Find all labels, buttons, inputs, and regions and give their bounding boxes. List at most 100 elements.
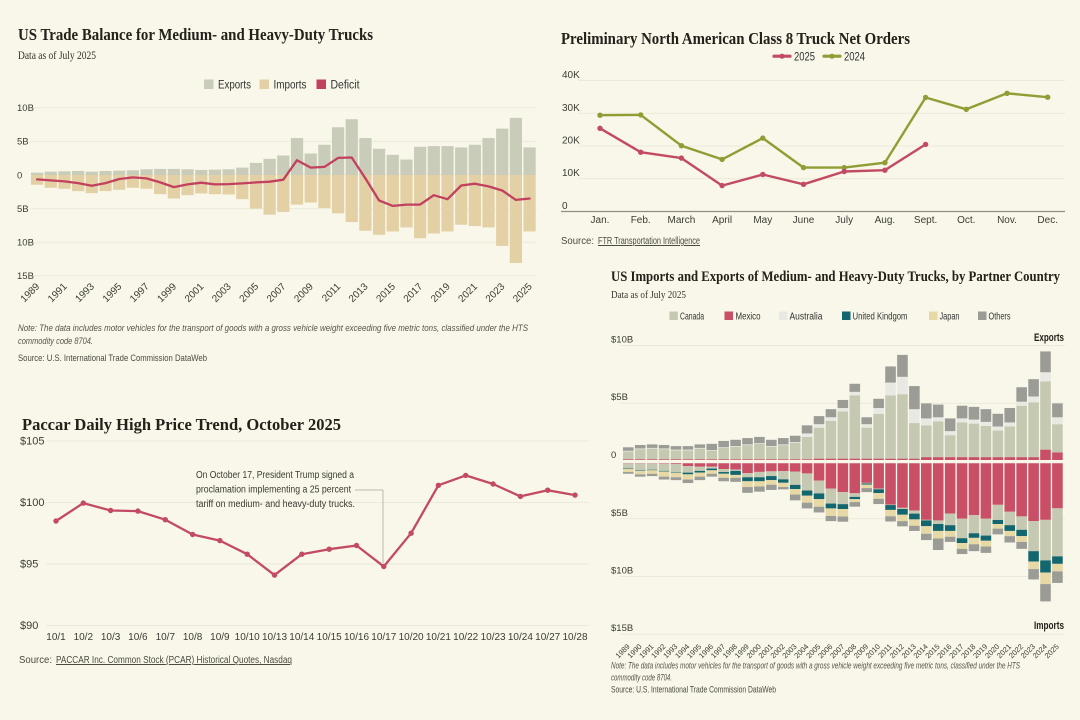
svg-text:2003: 2003 [210, 281, 234, 305]
svg-text:1995: 1995 [101, 281, 125, 305]
svg-text:2017: 2017 [402, 281, 426, 305]
svg-text:5B: 5B [17, 137, 29, 148]
svg-text:Preliminary North American Cla: Preliminary North American Class 8 Truck… [561, 29, 911, 48]
svg-text:Imports: Imports [1034, 620, 1064, 632]
svg-text:10B: 10B [17, 238, 34, 249]
svg-text:2025: 2025 [794, 52, 815, 64]
svg-text:$95: $95 [20, 559, 38, 571]
svg-text:2011: 2011 [320, 281, 343, 304]
svg-text:Sept.: Sept. [914, 215, 937, 226]
svg-text:10/16: 10/16 [344, 632, 369, 643]
svg-text:$5B: $5B [611, 392, 628, 403]
svg-text:proclamation implementing a 25: proclamation implementing a 25 percent [196, 485, 351, 496]
svg-text:10/10: 10/10 [235, 632, 260, 643]
svg-text:Data as of July 2025: Data as of July 2025 [611, 290, 686, 301]
svg-text:Data as of July 2025: Data as of July 2025 [18, 50, 96, 62]
svg-text:Dec.: Dec. [1037, 215, 1058, 226]
svg-text:Source: U.S. International Tra: Source: U.S. International Trade Commiss… [611, 685, 776, 695]
svg-text:10/21: 10/21 [426, 632, 451, 643]
svg-text:Paccar Daily High Price Trend,: Paccar Daily High Price Trend, October 2… [22, 415, 341, 434]
svg-text:10/7: 10/7 [156, 632, 176, 643]
svg-text:Jan.: Jan. [591, 215, 610, 226]
svg-text:1999: 1999 [156, 281, 180, 305]
svg-text:Source:: Source: [561, 236, 594, 247]
svg-text:US Imports and Exports of Medi: US Imports and Exports of Medium- and He… [611, 269, 1060, 285]
svg-text:Japan: Japan [940, 312, 960, 323]
svg-text:10/9: 10/9 [210, 632, 230, 643]
svg-text:Imports: Imports [274, 80, 307, 92]
svg-text:1993: 1993 [73, 281, 97, 305]
svg-text:$100: $100 [20, 497, 44, 509]
svg-text:0: 0 [611, 450, 616, 461]
svg-text:0: 0 [17, 170, 22, 181]
svg-text:$90: $90 [20, 620, 38, 632]
svg-text:Source:: Source: [19, 655, 52, 666]
svg-text:$10B: $10B [611, 566, 633, 577]
svg-text:10/1: 10/1 [46, 632, 66, 643]
svg-text:Source: U.S. International Tra: Source: U.S. International Trade Commiss… [18, 353, 207, 363]
svg-text:10/28: 10/28 [562, 632, 587, 643]
svg-text:FTR Transportation Intelligenc: FTR Transportation Intelligence [598, 236, 700, 247]
svg-text:10/23: 10/23 [481, 632, 506, 643]
svg-text:1997: 1997 [128, 281, 152, 305]
svg-text:10/6: 10/6 [128, 632, 148, 643]
svg-text:$5B: $5B [611, 508, 628, 519]
svg-text:5B: 5B [17, 204, 29, 215]
svg-text:40K: 40K [562, 70, 580, 81]
svg-text:PACCAR Inc. Common Stock (PCAR: PACCAR Inc. Common Stock (PCAR) Historic… [56, 655, 292, 666]
svg-text:Note: The data includes motor: Note: The data includes motor vehicles f… [611, 661, 1020, 671]
svg-text:Exports: Exports [1034, 332, 1064, 344]
svg-text:Note: The data includes motor: Note: The data includes motor vehicles f… [18, 323, 529, 333]
svg-text:tariff on medium- and heavy-du: tariff on medium- and heavy-duty trucks. [196, 499, 355, 510]
svg-text:May: May [753, 215, 772, 226]
svg-text:2025: 2025 [511, 281, 535, 305]
svg-text:20K: 20K [562, 136, 580, 147]
svg-text:2005: 2005 [238, 281, 262, 305]
svg-text:2019: 2019 [429, 281, 453, 305]
svg-text:10/20: 10/20 [399, 632, 424, 643]
svg-text:10/24: 10/24 [508, 632, 533, 643]
svg-text:10/8: 10/8 [183, 632, 203, 643]
svg-text:$15B: $15B [611, 623, 633, 634]
svg-text:Aug.: Aug. [875, 215, 896, 226]
svg-text:April: April [712, 215, 732, 226]
svg-text:2021: 2021 [457, 281, 481, 305]
svg-text:2025: 2025 [1043, 642, 1061, 660]
svg-text:Australia: Australia [790, 312, 823, 323]
svg-text:Canada: Canada [680, 312, 704, 323]
svg-text:10/2: 10/2 [74, 632, 94, 643]
svg-text:Nov.: Nov. [997, 215, 1017, 226]
svg-text:10/17: 10/17 [371, 632, 396, 643]
svg-text:Deficit: Deficit [331, 80, 361, 92]
svg-text:Feb.: Feb. [631, 215, 651, 226]
svg-text:June: June [793, 215, 815, 226]
svg-text:United Kindgom: United Kindgom [853, 312, 908, 323]
svg-text:2023: 2023 [484, 281, 508, 305]
svg-text:US Trade Balance for Medium- a: US Trade Balance for Medium- and Heavy-D… [18, 25, 374, 44]
svg-text:0: 0 [562, 201, 568, 212]
svg-text:$105: $105 [20, 436, 44, 448]
svg-text:2001: 2001 [183, 281, 207, 305]
svg-text:10/13: 10/13 [262, 632, 287, 643]
svg-text:10B: 10B [17, 103, 34, 114]
svg-text:commodity code 8704.: commodity code 8704. [611, 673, 672, 683]
svg-text:1991: 1991 [46, 281, 70, 305]
svg-text:Others: Others [989, 312, 1011, 323]
svg-text:15B: 15B [17, 271, 34, 282]
svg-text:2009: 2009 [292, 281, 316, 305]
svg-text:10/15: 10/15 [317, 632, 342, 643]
svg-text:March: March [668, 215, 696, 226]
svg-text:1989: 1989 [19, 281, 43, 305]
svg-text:10/14: 10/14 [289, 632, 314, 643]
svg-text:10/22: 10/22 [453, 632, 478, 643]
svg-text:2015: 2015 [374, 281, 398, 305]
svg-text:Oct.: Oct. [957, 215, 975, 226]
svg-text:30K: 30K [562, 103, 580, 114]
svg-text:10K: 10K [562, 168, 580, 179]
svg-text:July: July [835, 215, 853, 226]
svg-text:2013: 2013 [347, 281, 371, 305]
svg-text:2007: 2007 [265, 281, 289, 305]
svg-text:On October 17, President Trump: On October 17, President Trump signed a [196, 470, 354, 481]
svg-text:$10B: $10B [611, 335, 633, 346]
svg-text:2024: 2024 [844, 52, 865, 64]
